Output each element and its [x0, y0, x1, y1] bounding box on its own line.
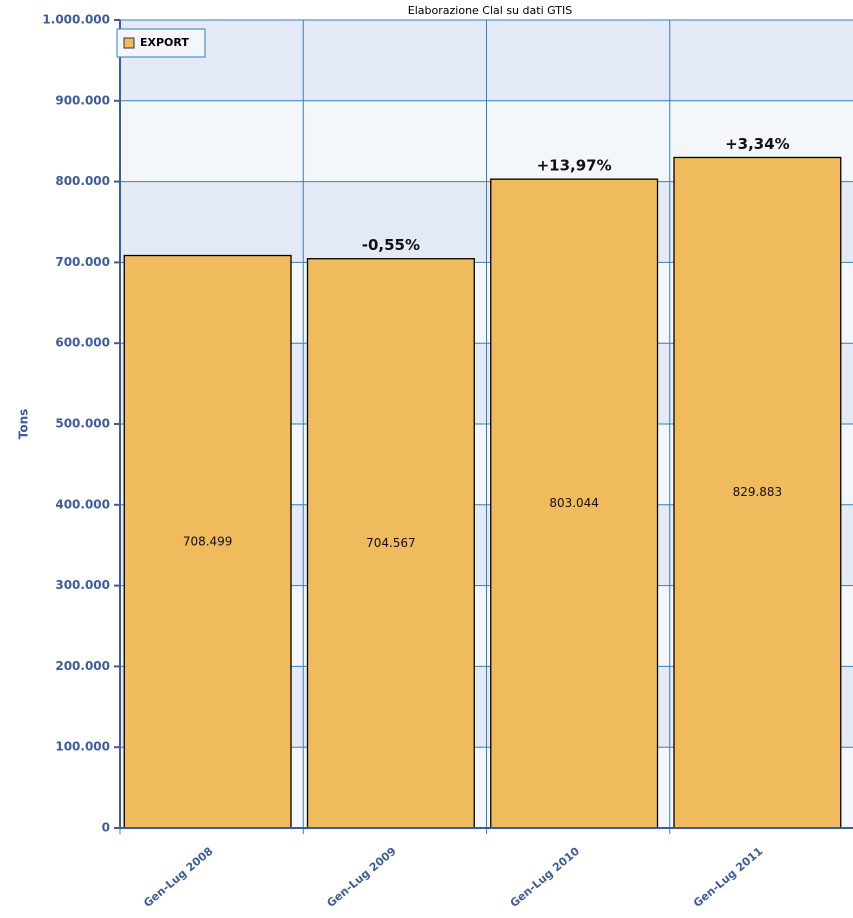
x-tick-label: Gen-Lug 2008 [141, 845, 215, 910]
change-label: -0,55% [362, 236, 420, 254]
legend-swatch [123, 37, 135, 49]
legend-box [116, 28, 206, 58]
y-tick-label: 200.000 [55, 659, 110, 673]
y-axis-label: Tons [17, 409, 31, 440]
y-tick-label: 800.000 [55, 174, 110, 188]
legend-label: EXPORT [140, 36, 189, 49]
change-label: +13,97% [537, 157, 612, 175]
y-tick-label: 700.000 [55, 255, 110, 269]
bar [490, 178, 659, 829]
value-label: 829.883 [733, 485, 783, 499]
chart-title: Elaborazione Clal su dati GTIS [408, 4, 572, 17]
change-label: +3,34% [725, 135, 790, 153]
value-label: 803.044 [549, 496, 599, 510]
y-tick-label: 500.000 [55, 417, 110, 431]
bar [123, 254, 292, 829]
y-tick-label: 1.000.000 [42, 13, 110, 27]
y-tick-label: 600.000 [55, 336, 110, 350]
x-tick-label: Gen-Lug 2011 [691, 845, 765, 910]
value-label: 708.499 [183, 534, 233, 548]
y-tick-label: 300.000 [55, 578, 110, 592]
bar [673, 156, 842, 829]
x-tick-label: Gen-Lug 2010 [508, 844, 583, 909]
y-tick-label: 400.000 [55, 497, 110, 511]
value-label: 704.567 [366, 536, 416, 550]
y-tick-label: 100.000 [55, 740, 110, 754]
y-tick-label: 0 [102, 821, 110, 835]
y-tick-label: 900.000 [55, 93, 110, 107]
bar [306, 258, 475, 829]
x-tick-label: Gen-Lug 2009 [324, 845, 398, 910]
